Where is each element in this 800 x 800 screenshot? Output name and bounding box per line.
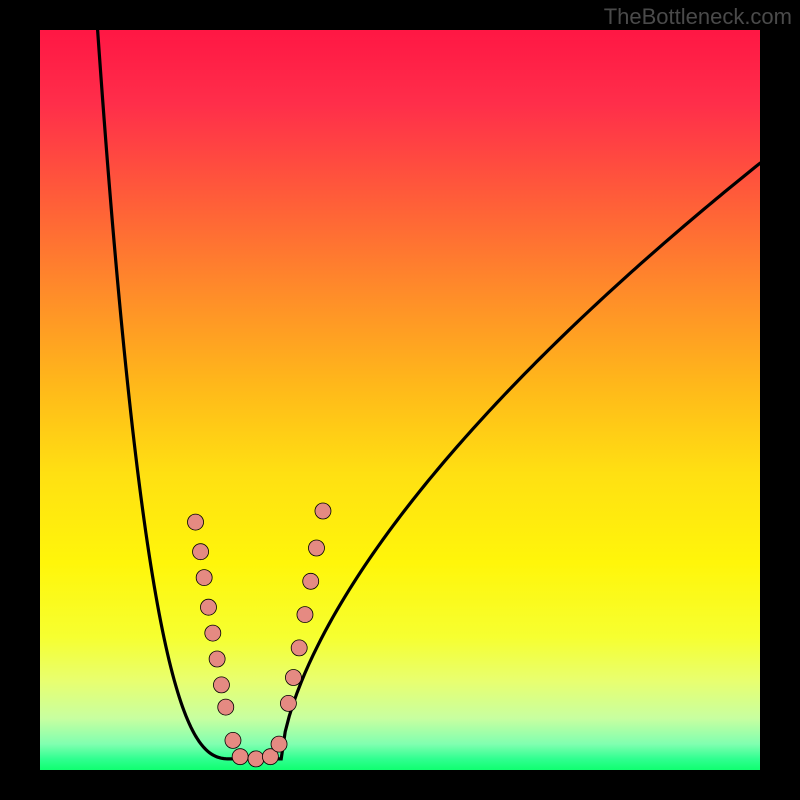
data-marker [285, 670, 301, 686]
data-marker [308, 540, 324, 556]
data-marker [209, 651, 225, 667]
data-marker [218, 699, 234, 715]
data-marker [193, 544, 209, 560]
data-marker [248, 751, 264, 767]
data-marker [225, 732, 241, 748]
data-marker [196, 570, 212, 586]
chart-root: TheBottleneck.com [0, 0, 800, 800]
data-marker [280, 695, 296, 711]
chart-svg [0, 0, 800, 800]
data-marker [315, 503, 331, 519]
data-marker [200, 599, 216, 615]
data-marker [213, 677, 229, 693]
data-marker [271, 736, 287, 752]
data-marker [303, 573, 319, 589]
data-marker [232, 749, 248, 765]
plot-background [40, 30, 760, 770]
data-marker [188, 514, 204, 530]
data-marker [205, 625, 221, 641]
data-marker [297, 607, 313, 623]
watermark-text: TheBottleneck.com [604, 4, 792, 30]
data-marker [291, 640, 307, 656]
